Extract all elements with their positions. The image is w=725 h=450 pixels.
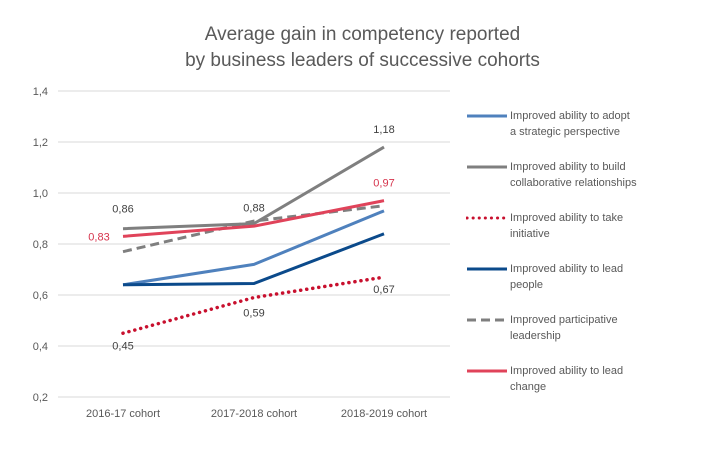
legend-item: Improved participative leadership: [466, 312, 716, 363]
y-tick-label: 1,2: [33, 137, 48, 149]
y-tick-label: 1,4: [33, 86, 48, 98]
data-label: 0,59: [243, 308, 264, 320]
data-label: 0,86: [112, 204, 133, 216]
data-label: 0,97: [373, 178, 394, 190]
legend-swatch: [467, 114, 507, 118]
legend-label: Improved ability to build collaborative r…: [510, 159, 710, 191]
legend-label-line: Improved participative: [510, 314, 618, 326]
data-label: 1,18: [373, 124, 394, 136]
x-category-label: 2018-2019 cohort: [341, 408, 427, 420]
legend-item: Improved ability to adopt a strategic per…: [466, 108, 716, 159]
y-tick-label: 0,2: [33, 392, 48, 404]
chart-title-line-1: Average gain in competency reported: [204, 24, 521, 45]
legend-item: Improved ability to lead people: [466, 261, 716, 312]
y-tick-label: 0,8: [33, 239, 48, 251]
legend-label-line: Improved ability to take: [510, 212, 624, 224]
gridlines: [58, 90, 450, 398]
legend-label-line: initiative: [510, 228, 550, 240]
legend-swatch: [466, 216, 508, 220]
series-line: [122, 204, 385, 254]
series-line: [122, 199, 385, 238]
x-category-label: 2016-17 cohort: [86, 408, 160, 420]
legend-swatch: [467, 318, 507, 322]
series-line: [122, 209, 385, 287]
chart-title: Average gain in competency reported by b…: [0, 22, 725, 74]
legend-item: Improved ability to lead change: [466, 363, 716, 414]
legend-label: Improved ability to adopt a strategic per…: [510, 108, 710, 140]
chart-title-line-2: by business leaders of successive cohort…: [185, 50, 540, 71]
legend-label-line: collaborative relationships: [510, 177, 637, 189]
legend-item: Improved ability to build collaborative r…: [466, 159, 716, 210]
legend-label-line: change: [510, 381, 547, 393]
data-label: 0,88: [243, 203, 264, 215]
legend-item: Improved ability to take initiative: [466, 210, 716, 261]
legend-label-line: leadership: [510, 330, 561, 342]
legend: Improved ability to adopt a strategic per…: [466, 108, 716, 414]
legend-swatch: [467, 369, 507, 373]
legend-label: Improved ability to take initiative: [510, 210, 710, 242]
legend-label-line: people: [510, 279, 544, 291]
series-lines: [121, 145, 386, 335]
x-axis-category-labels: 2016-17 cohort 2017-2018 cohort 2018-2019 …: [86, 408, 427, 420]
y-tick-label: 1,0: [33, 188, 48, 200]
series-line: [122, 145, 385, 231]
legend-label-line: Improved ability to adopt: [510, 110, 630, 122]
y-tick-label: 0,4: [33, 341, 48, 353]
data-label: 0,83: [88, 231, 109, 243]
x-category-label: 2017-2018 cohort: [211, 408, 297, 420]
y-tick-label: 0,6: [33, 290, 48, 302]
y-axis-tick-labels: 0,2 0,4 0,6 0,8 1,0 1,2 1,4: [33, 86, 48, 404]
legend-swatch: [467, 165, 507, 169]
legend-label-line: Improved ability to lead: [510, 365, 624, 377]
legend-label: Improved ability to lead people: [510, 261, 710, 293]
legend-label: Improved ability to lead change: [510, 363, 710, 395]
legend-label-line: Improved ability to build: [510, 161, 626, 173]
series-line: [121, 275, 386, 335]
legend-swatch: [467, 267, 507, 271]
legend-label: Improved participative leadership: [510, 312, 710, 344]
legend-label-line: a strategic perspective: [510, 126, 621, 138]
data-labels: 0,86 0,88 1,18 0,45 0,59 0,67 0,83 0,97: [88, 124, 394, 352]
data-label: 0,45: [112, 340, 133, 352]
series-line: [122, 232, 385, 287]
legend-label-line: Improved ability to lead: [510, 263, 624, 275]
data-label: 0,67: [373, 284, 394, 296]
